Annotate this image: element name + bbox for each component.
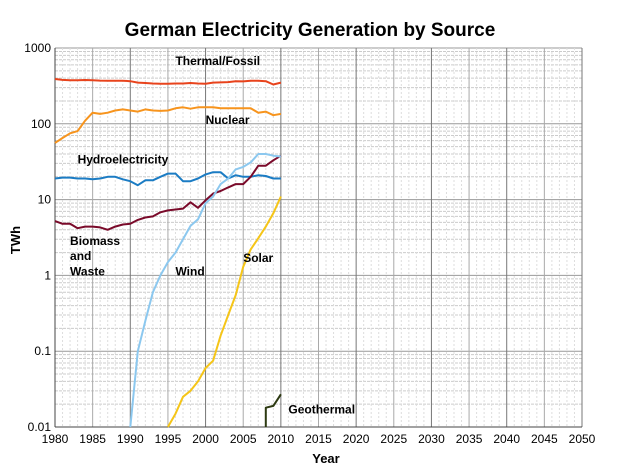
x-tick-label: 2015 bbox=[305, 432, 332, 446]
x-tick-label: 2025 bbox=[380, 432, 407, 446]
x-tick-label: 1995 bbox=[155, 432, 182, 446]
series-line-thermal-fossil bbox=[54, 78, 282, 86]
annotation-label: Hydroelectricity bbox=[78, 152, 169, 166]
y-tick-label: 0.01 bbox=[28, 420, 52, 434]
x-tick-label: 1980 bbox=[42, 432, 69, 446]
x-tick-label: 1990 bbox=[117, 432, 144, 446]
x-tick-label: 2040 bbox=[493, 432, 520, 446]
x-tick-label: 2050 bbox=[569, 432, 596, 446]
annotation-label: Waste bbox=[70, 264, 105, 278]
annotation-label: Biomass bbox=[70, 234, 120, 248]
x-tick-label: 2005 bbox=[230, 432, 257, 446]
annotation-label: Thermal/Fossil bbox=[175, 54, 260, 68]
series-line-biomass-and-waste bbox=[54, 154, 282, 231]
y-tick-label: 10 bbox=[38, 193, 52, 207]
annotation-label: Solar bbox=[243, 251, 273, 265]
x-tick-label: 2000 bbox=[192, 432, 219, 446]
x-tick-label: 2020 bbox=[343, 432, 370, 446]
annotation-label: and bbox=[70, 249, 91, 263]
x-tick-label: 2045 bbox=[531, 432, 558, 446]
x-axis-label: Year bbox=[312, 451, 339, 466]
series-line-geothermal bbox=[264, 393, 282, 427]
series-line-hydroelectricity bbox=[54, 171, 281, 187]
x-tick-label: 1985 bbox=[79, 432, 106, 446]
series-line-nuclear bbox=[54, 106, 282, 144]
chart-title: German Electricity Generation by Source bbox=[125, 20, 496, 41]
annotation-label: Wind bbox=[175, 264, 204, 278]
x-tick-label: 2010 bbox=[268, 432, 295, 446]
y-tick-label: 100 bbox=[31, 117, 51, 131]
x-tick-label: 2035 bbox=[456, 432, 483, 446]
y-tick-label: 1000 bbox=[24, 41, 51, 55]
series-line-solar bbox=[167, 196, 282, 428]
y-tick-label: 0.1 bbox=[34, 344, 51, 358]
annotation-label: Geothermal bbox=[288, 403, 355, 417]
series-line-wind bbox=[129, 153, 282, 428]
y-axis-label: TWh bbox=[8, 226, 23, 254]
annotation-label: Nuclear bbox=[206, 113, 250, 127]
y-tick-label: 1 bbox=[44, 268, 51, 282]
x-tick-label: 2030 bbox=[418, 432, 445, 446]
